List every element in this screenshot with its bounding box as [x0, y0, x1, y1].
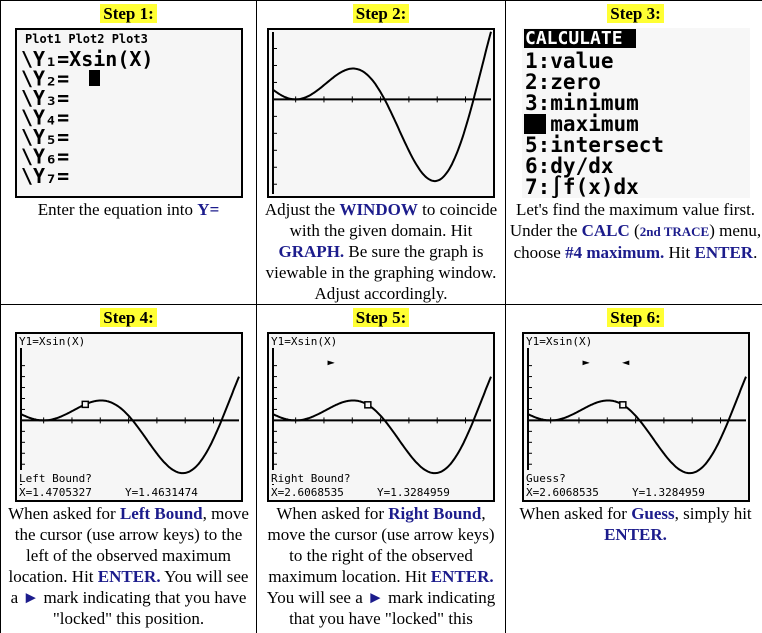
equation: Y1=Xsin(X): [526, 335, 592, 348]
step-heading: Step 2:: [260, 3, 502, 25]
step-caption: When asked for Guess, simply hit ENTER.: [509, 503, 762, 545]
calculator-screen: Y1=Xsin(X) ► Right Bound?X=2.6068535 Y=1.32…: [267, 332, 495, 502]
y-line: \Y₇=: [21, 164, 69, 188]
step-caption: When asked for Left Bound, move the curs…: [4, 503, 253, 629]
step-heading: Step 1:: [4, 3, 253, 25]
caption-text: Hit: [664, 243, 694, 262]
prompt: Guess?: [526, 472, 566, 485]
screen-border: [268, 29, 494, 197]
step-cell: Step 5: Y1=Xsin(X) ► Right Bound?X=2.606853…: [257, 305, 506, 633]
caption-emphasis: Right Bound: [388, 504, 481, 523]
trace-cursor: [365, 402, 371, 408]
edit-cursor: [89, 70, 100, 86]
calculator-screen: Y1=Xsin(X) Left Bound?X=1.4705327 Y=1.4631…: [15, 332, 243, 502]
y-value: Y=1.4631474: [125, 486, 198, 499]
x-value: X=2.6068535: [271, 486, 344, 499]
caption-emphasis: Y=: [197, 200, 219, 219]
plot-row: Plot1 Plot2 Plot3: [25, 32, 148, 46]
table-row: Step 1: Plot1 Plot2 Plot3\Y₁=Xsin(X)\Y₂=\…: [1, 1, 762, 305]
bound-mark: ►: [582, 355, 590, 369]
prompt: Left Bound?: [19, 472, 92, 485]
calculator-screen: Plot1 Plot2 Plot3\Y₁=Xsin(X)\Y₂=\Y₃=\Y₄=…: [15, 28, 243, 198]
page: Step 1: Plot1 Plot2 Plot3\Y₁=Xsin(X)\Y₂=\…: [0, 0, 762, 633]
calculator-screen: [267, 28, 495, 198]
step-label: Step 3:: [607, 4, 664, 23]
caption-text: Adjust the: [265, 200, 340, 219]
trace-cursor: [82, 401, 88, 407]
step-caption: Enter the equation into Y=: [4, 199, 253, 220]
step-label: Step 1:: [100, 4, 157, 23]
trace-cursor: [619, 402, 625, 408]
caption-emphasis: WINDOW: [339, 200, 417, 219]
caption-emphasis: Left Bound: [120, 504, 203, 523]
equation: Y1=Xsin(X): [271, 335, 337, 348]
calculator-screen: CALCULATE1:value2:zero3:minimum4:maximum…: [522, 28, 750, 198]
menu-item: 7:∫f(x)dx: [525, 175, 639, 198]
step-heading: Step 6:: [509, 307, 762, 329]
step-caption: When asked for Right Bound, move the cur…: [260, 503, 502, 633]
caption-text: (: [630, 221, 640, 240]
caption-text: When asked for: [276, 504, 388, 523]
step-caption: Adjust the WINDOW to coincide with the g…: [260, 199, 502, 304]
caption-emphasis: #4 maximum.: [565, 243, 664, 262]
step-label: Step 6:: [607, 308, 664, 327]
calculator-screen: Y1=Xsin(X) ► ◄ Guess?X=2.6068535 Y=1.3284959: [522, 332, 750, 502]
caption-emphasis: 2nd TRACE: [640, 224, 709, 239]
equation: Y1=Xsin(X): [19, 335, 85, 348]
x-value: X=2.6068535: [526, 486, 599, 499]
caption-text: .: [753, 243, 757, 262]
menu-title: CALCULATE: [525, 28, 623, 49]
caption-emphasis: GRAPH.: [279, 242, 345, 261]
caption-emphasis: ENTER: [695, 243, 754, 262]
caption-emphasis: ENTER.: [98, 567, 161, 586]
caption-emphasis: ENTER.: [604, 525, 667, 544]
caption-text: Enter the equation into: [38, 200, 198, 219]
bound-mark: ►: [327, 355, 335, 369]
step-label: Step 5:: [353, 308, 410, 327]
step-cell: Step 1: Plot1 Plot2 Plot3\Y₁=Xsin(X)\Y₂=\…: [1, 1, 257, 305]
step-cell: Step 6: Y1=Xsin(X) ► ◄ Guess?X=2.6068535 Y=1.…: [506, 305, 762, 633]
step-cell: Step 2: Adjust the WINDOW to coincide wit…: [257, 1, 506, 305]
caption-emphasis: ENTER.: [431, 567, 494, 586]
caption-text: , simply hit: [675, 504, 752, 523]
step-heading: Step 5:: [260, 307, 502, 329]
y-value: Y=1.3284959: [632, 486, 705, 499]
caption-text: When asked for: [8, 504, 120, 523]
caption-emphasis: ►: [22, 588, 39, 607]
caption-text: mark indicating that you have "locked" t…: [39, 588, 246, 628]
bound-mark: ◄: [622, 355, 630, 369]
steps-table: Step 1: Plot1 Plot2 Plot3\Y₁=Xsin(X)\Y₂=\…: [0, 0, 762, 633]
y-value: Y=1.3284959: [377, 486, 450, 499]
step-label: Step 4:: [100, 308, 157, 327]
step-caption: Let's find the maximum value first. Unde…: [509, 199, 762, 263]
step-label: Step 2:: [353, 4, 410, 23]
caption-emphasis: CALC: [582, 221, 630, 240]
x-value: X=1.4705327: [19, 486, 92, 499]
caption-emphasis: ►: [367, 588, 384, 607]
prompt: Right Bound?: [271, 472, 350, 485]
step-heading: Step 4:: [4, 307, 253, 329]
caption-text: You will see a: [267, 588, 367, 607]
step-heading: Step 3:: [509, 3, 762, 25]
caption-text: When asked for: [519, 504, 631, 523]
caption-emphasis: Guess: [631, 504, 674, 523]
